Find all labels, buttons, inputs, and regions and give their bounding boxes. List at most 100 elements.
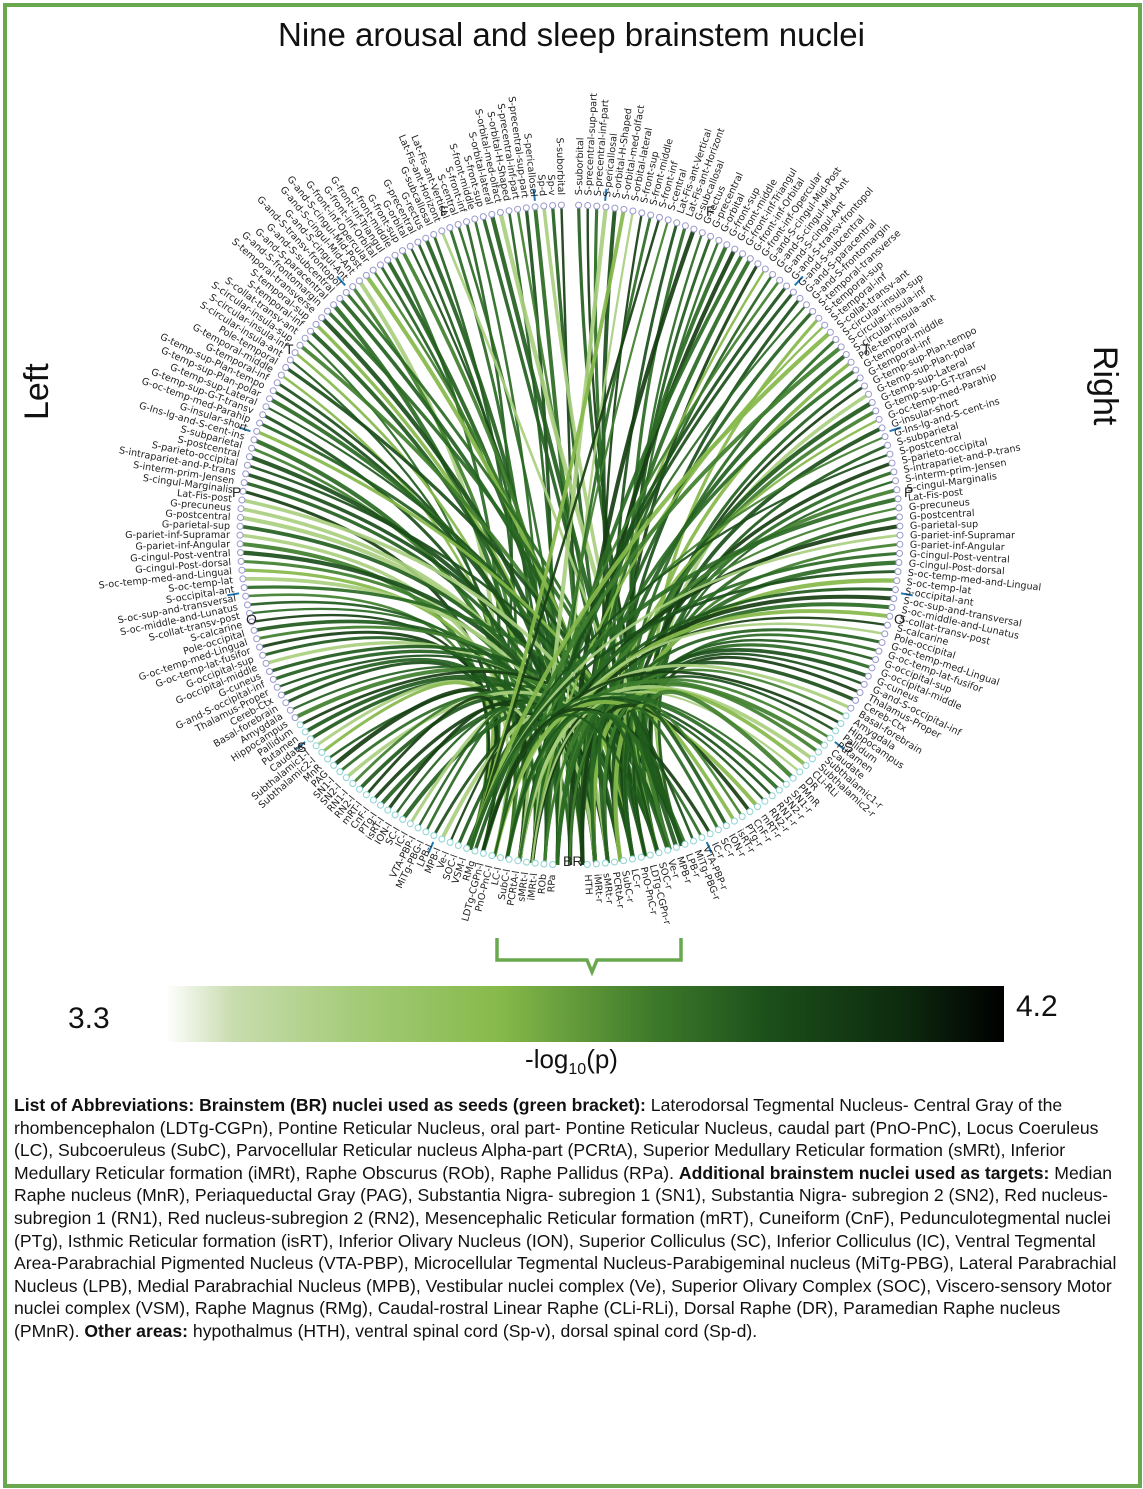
region-label: Sp-v — [545, 174, 557, 196]
region-node — [318, 748, 326, 756]
region-node — [620, 205, 628, 213]
region-node — [307, 327, 314, 335]
region-node — [399, 815, 407, 823]
region-node — [307, 735, 314, 743]
region-node — [454, 842, 462, 849]
abbrev-other-list: hypothalmus (HTH), ventral spinal cord (… — [188, 1320, 758, 1341]
region-node — [896, 513, 903, 521]
region-node — [847, 358, 855, 366]
region-node — [868, 664, 876, 672]
abbrev-targets-heading: Additional brainstem nuclei used as targ… — [678, 1162, 1050, 1183]
region-node — [592, 860, 600, 868]
region-node — [895, 504, 903, 512]
region-node — [244, 601, 251, 609]
region-label: S-suborbital — [554, 137, 567, 195]
seed-bracket — [495, 938, 683, 977]
region-node — [342, 774, 350, 782]
lobe-label-subcortical-left: S — [297, 739, 306, 755]
lobe-tick — [889, 426, 902, 433]
region-node — [611, 858, 618, 866]
region-node — [893, 577, 901, 585]
region-node — [488, 210, 496, 218]
region-node — [414, 238, 422, 246]
region-node — [391, 811, 399, 819]
region-node — [540, 202, 548, 210]
region-node — [815, 314, 823, 322]
region-node — [301, 334, 309, 342]
region-node — [522, 204, 530, 212]
region-node — [673, 219, 681, 227]
region-node — [282, 699, 290, 707]
region-node — [438, 835, 446, 843]
region-label: sMRt-r — [601, 872, 615, 904]
region-node — [821, 321, 829, 329]
region-node — [414, 824, 422, 832]
region-node — [471, 215, 479, 223]
region-node — [856, 689, 864, 696]
region-node — [369, 796, 377, 804]
region-node — [681, 840, 689, 848]
region-node — [296, 721, 304, 729]
region-node — [761, 265, 769, 273]
colorbar-label-subscript: 10 — [568, 1061, 587, 1079]
region-node — [291, 714, 299, 722]
region-node — [256, 419, 264, 427]
region-label: G-pariet-inf-Angular — [135, 539, 230, 553]
chord — [597, 713, 670, 864]
lobe-tick — [532, 188, 536, 201]
region-label: Ve-r — [665, 858, 681, 880]
lobe-tick — [900, 592, 913, 597]
region-node — [301, 728, 309, 736]
region-node — [262, 659, 270, 667]
region-node — [583, 861, 591, 868]
region-node — [646, 851, 654, 859]
region-node — [479, 213, 487, 221]
region-node — [890, 595, 898, 603]
region-label: RPa — [546, 874, 558, 892]
region-node — [312, 742, 320, 750]
region-node — [236, 522, 244, 530]
region-label: HTH — [582, 874, 594, 895]
chord-diagram: S-suborbitalSp-vSp-dS-pericallosalS-prec… — [98, 93, 1042, 977]
region-node — [237, 514, 244, 521]
chord — [480, 707, 712, 854]
region-node — [664, 846, 672, 854]
region-node — [637, 853, 645, 861]
lobe-label-temporal-right: T — [862, 341, 871, 357]
region-node — [330, 761, 338, 769]
lobe-label-occipital-right: O — [894, 611, 905, 627]
region-node — [259, 411, 267, 419]
region-node — [672, 843, 680, 851]
region-node — [754, 260, 762, 268]
region-node — [638, 209, 646, 217]
chord — [580, 703, 752, 865]
chord — [493, 713, 661, 857]
region-node — [664, 216, 672, 224]
region-node — [277, 371, 285, 379]
region-node — [330, 301, 338, 309]
region-node — [769, 271, 777, 278]
region-nodes — [236, 201, 904, 868]
region-label: sMRt-l — [516, 871, 531, 902]
region-node — [890, 468, 898, 476]
region-node — [523, 858, 530, 866]
region-node — [796, 768, 804, 776]
region-node — [362, 271, 370, 279]
region-node — [505, 207, 513, 215]
chord-links — [239, 205, 901, 866]
region-label: G-cingul-Post-ventral — [130, 548, 231, 564]
abbrev-seeds-list: Laterodorsal Tegmental Nucleus- Central … — [14, 1095, 1099, 1183]
region-node — [262, 403, 270, 411]
region-node — [808, 755, 816, 763]
region-node — [575, 201, 583, 209]
region-node — [731, 245, 739, 253]
lobe-label-frontal-right: F — [706, 203, 715, 219]
lobe-label-parietal-right: P — [904, 484, 913, 500]
colorbar-label-prefix: -log — [525, 1044, 569, 1074]
region-label: G-pariet-inf-Supramar — [125, 530, 230, 541]
region-node — [269, 387, 277, 395]
region-node — [628, 855, 636, 863]
region-node — [872, 656, 880, 664]
region-node — [629, 207, 637, 215]
region-node — [832, 727, 840, 735]
